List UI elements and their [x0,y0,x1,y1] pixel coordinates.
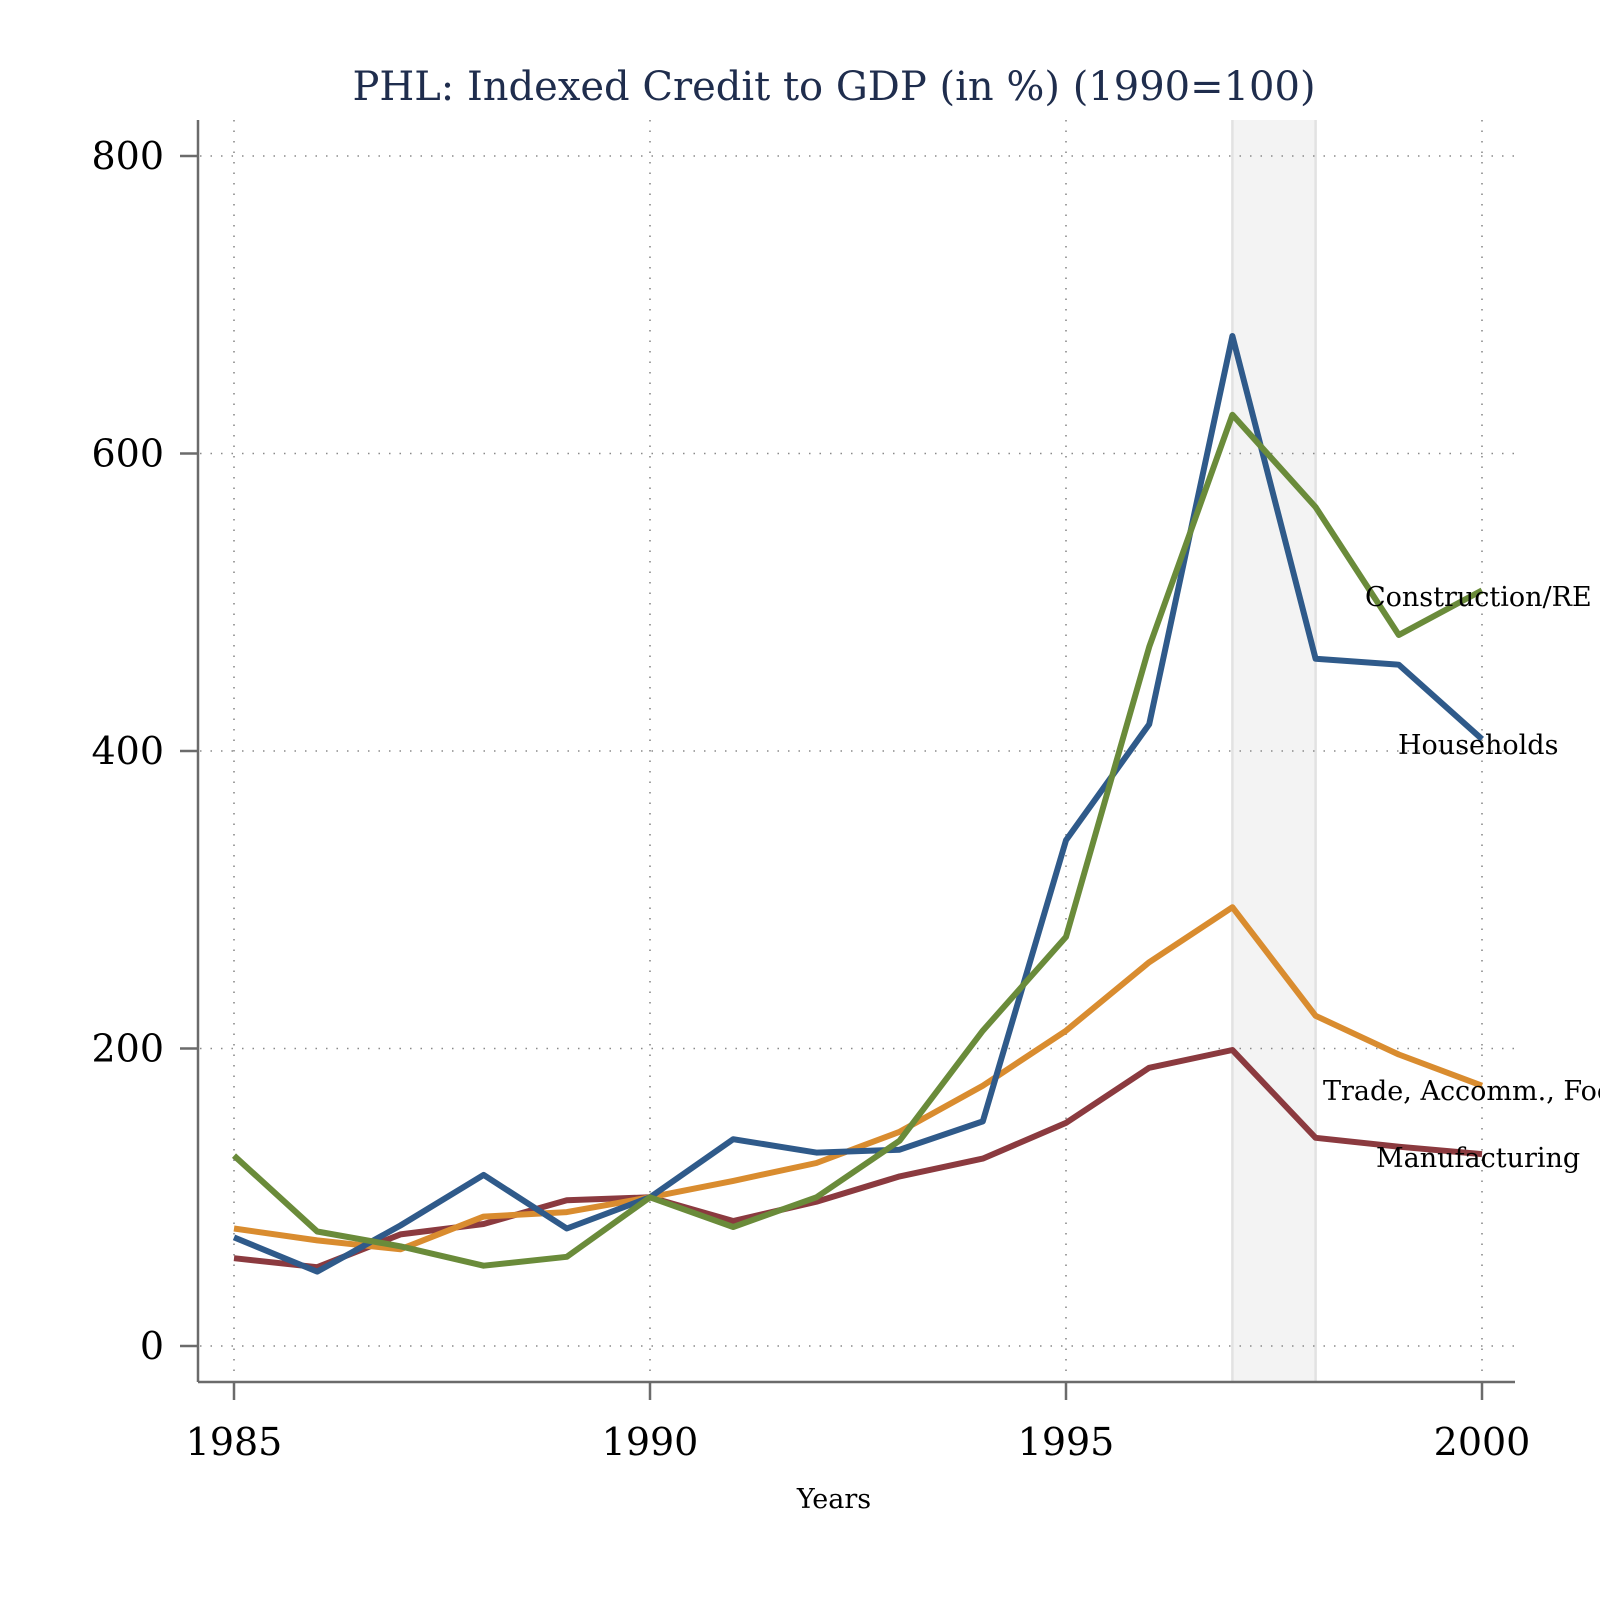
tick-labels: 0 200 400 600 800 1985 1990 1995 2000 [91,134,1530,1464]
y-tick-label: 200 [91,1027,164,1071]
recession-shade [1232,120,1316,1382]
y-tick-label: 800 [91,134,164,178]
x-tick-label: 2000 [1434,1420,1531,1464]
series-label-trade-accomm-food: Trade, Accomm., Food [1323,1076,1600,1107]
series-line-households [232,333,1484,1275]
recession-shade-layer [1231,120,1317,1382]
chart-title: PHL: Indexed Credit to GDP (in %) (1990=… [352,64,1315,110]
series-line-trade-accomm-food [233,904,1484,1253]
x-tick-label: 1995 [1018,1420,1115,1464]
series-line-manufacturing [233,1047,1483,1271]
series-label-households: Households [1398,730,1558,761]
y-tick-label: 400 [91,729,164,773]
x-tick-label: 1990 [602,1420,699,1464]
x-tick-label: 1985 [186,1420,283,1464]
series-lines [231,333,1484,1275]
y-tick-label: 600 [91,432,164,476]
series-line-construction-re [231,411,1484,1269]
gridlines [200,120,1515,1380]
series-labels: Construction/RE Households Trade, Accomm.,… [1323,582,1600,1174]
y-tick-label: 0 [140,1324,164,1368]
series-label-manufacturing: Manufacturing [1376,1143,1580,1174]
axes [180,120,1515,1400]
series-label-construction-re: Construction/RE [1365,582,1592,613]
x-axis-label: Years [796,1484,871,1515]
